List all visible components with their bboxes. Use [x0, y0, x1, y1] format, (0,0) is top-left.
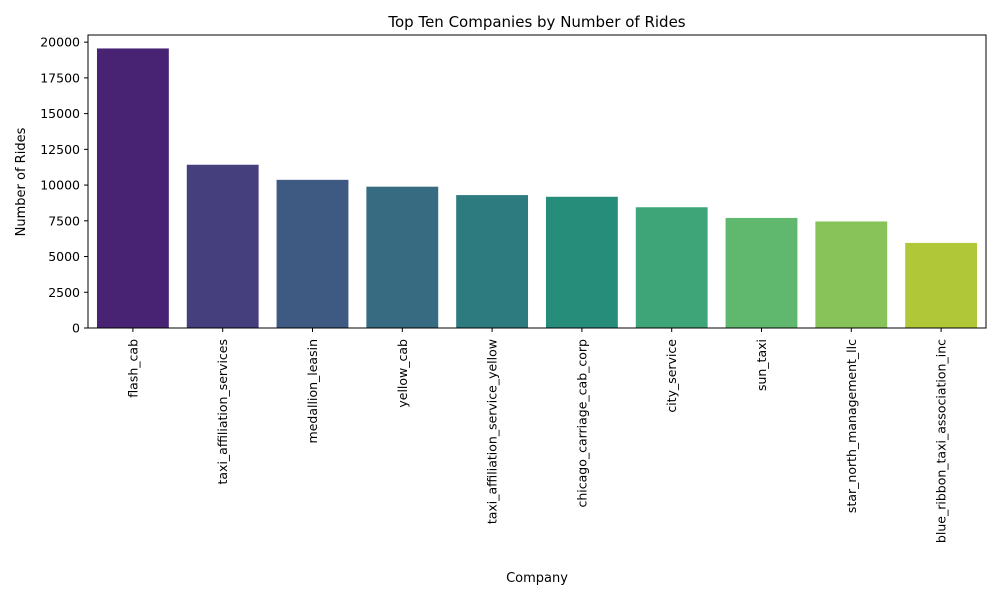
bar-yellow_cab: [366, 186, 439, 328]
x-tick-label: medallion_leasin: [305, 339, 320, 443]
bar-flash_cab: [96, 48, 169, 328]
x-tick-label: flash_cab: [125, 339, 140, 398]
bar-chicago_carriage_cab_corp: [545, 196, 618, 328]
x-axis-label: Company: [506, 571, 568, 586]
y-tick-label: 17500: [40, 70, 80, 85]
y-tick-label: 10000: [40, 178, 80, 193]
bar-taxi_affiliation_service_yellow: [456, 195, 529, 328]
bar-city_service: [635, 207, 708, 328]
y-tick-label: 15000: [40, 106, 80, 121]
x-tick-label: sun_taxi: [754, 339, 769, 391]
y-tick-label: 12500: [40, 142, 80, 157]
bar-medallion_leasin: [276, 179, 349, 328]
y-tick-label: 5000: [48, 249, 80, 264]
x-tick-label: yellow_cab: [395, 339, 410, 408]
plot-frame: [87, 34, 987, 329]
bars-group: [96, 48, 978, 328]
bar-taxi_affiliation_services: [186, 164, 259, 328]
x-tick-label: taxi_affiliation_service_yellow: [485, 339, 500, 524]
x-axis: flash_cab taxi_affiliation_services medall…: [125, 328, 949, 543]
bar-star_north_management_llc: [815, 221, 888, 328]
x-tick-label: blue_ribbon_taxi_association_inc: [934, 339, 949, 543]
bar-blue_ribbon_taxi_association_inc: [905, 242, 978, 328]
y-axis: 0 2500 5000 7500 10000 12500 15000 17500 20000: [40, 35, 88, 336]
x-tick-label: city_service: [664, 339, 679, 413]
y-tick-label: 2500: [48, 285, 80, 300]
y-axis-label: Number of Rides: [14, 127, 29, 236]
bar-sun_taxi: [725, 217, 798, 328]
y-tick-label: 0: [72, 321, 80, 336]
x-tick-label: chicago_carriage_cab_corp: [574, 339, 589, 508]
x-tick-label: star_north_management_llc: [844, 339, 859, 513]
chart-title: Top Ten Companies by Number of Rides: [387, 13, 685, 31]
y-tick-label: 20000: [40, 35, 80, 50]
y-tick-label: 7500: [48, 213, 80, 228]
x-tick-label: taxi_affiliation_services: [215, 339, 230, 485]
